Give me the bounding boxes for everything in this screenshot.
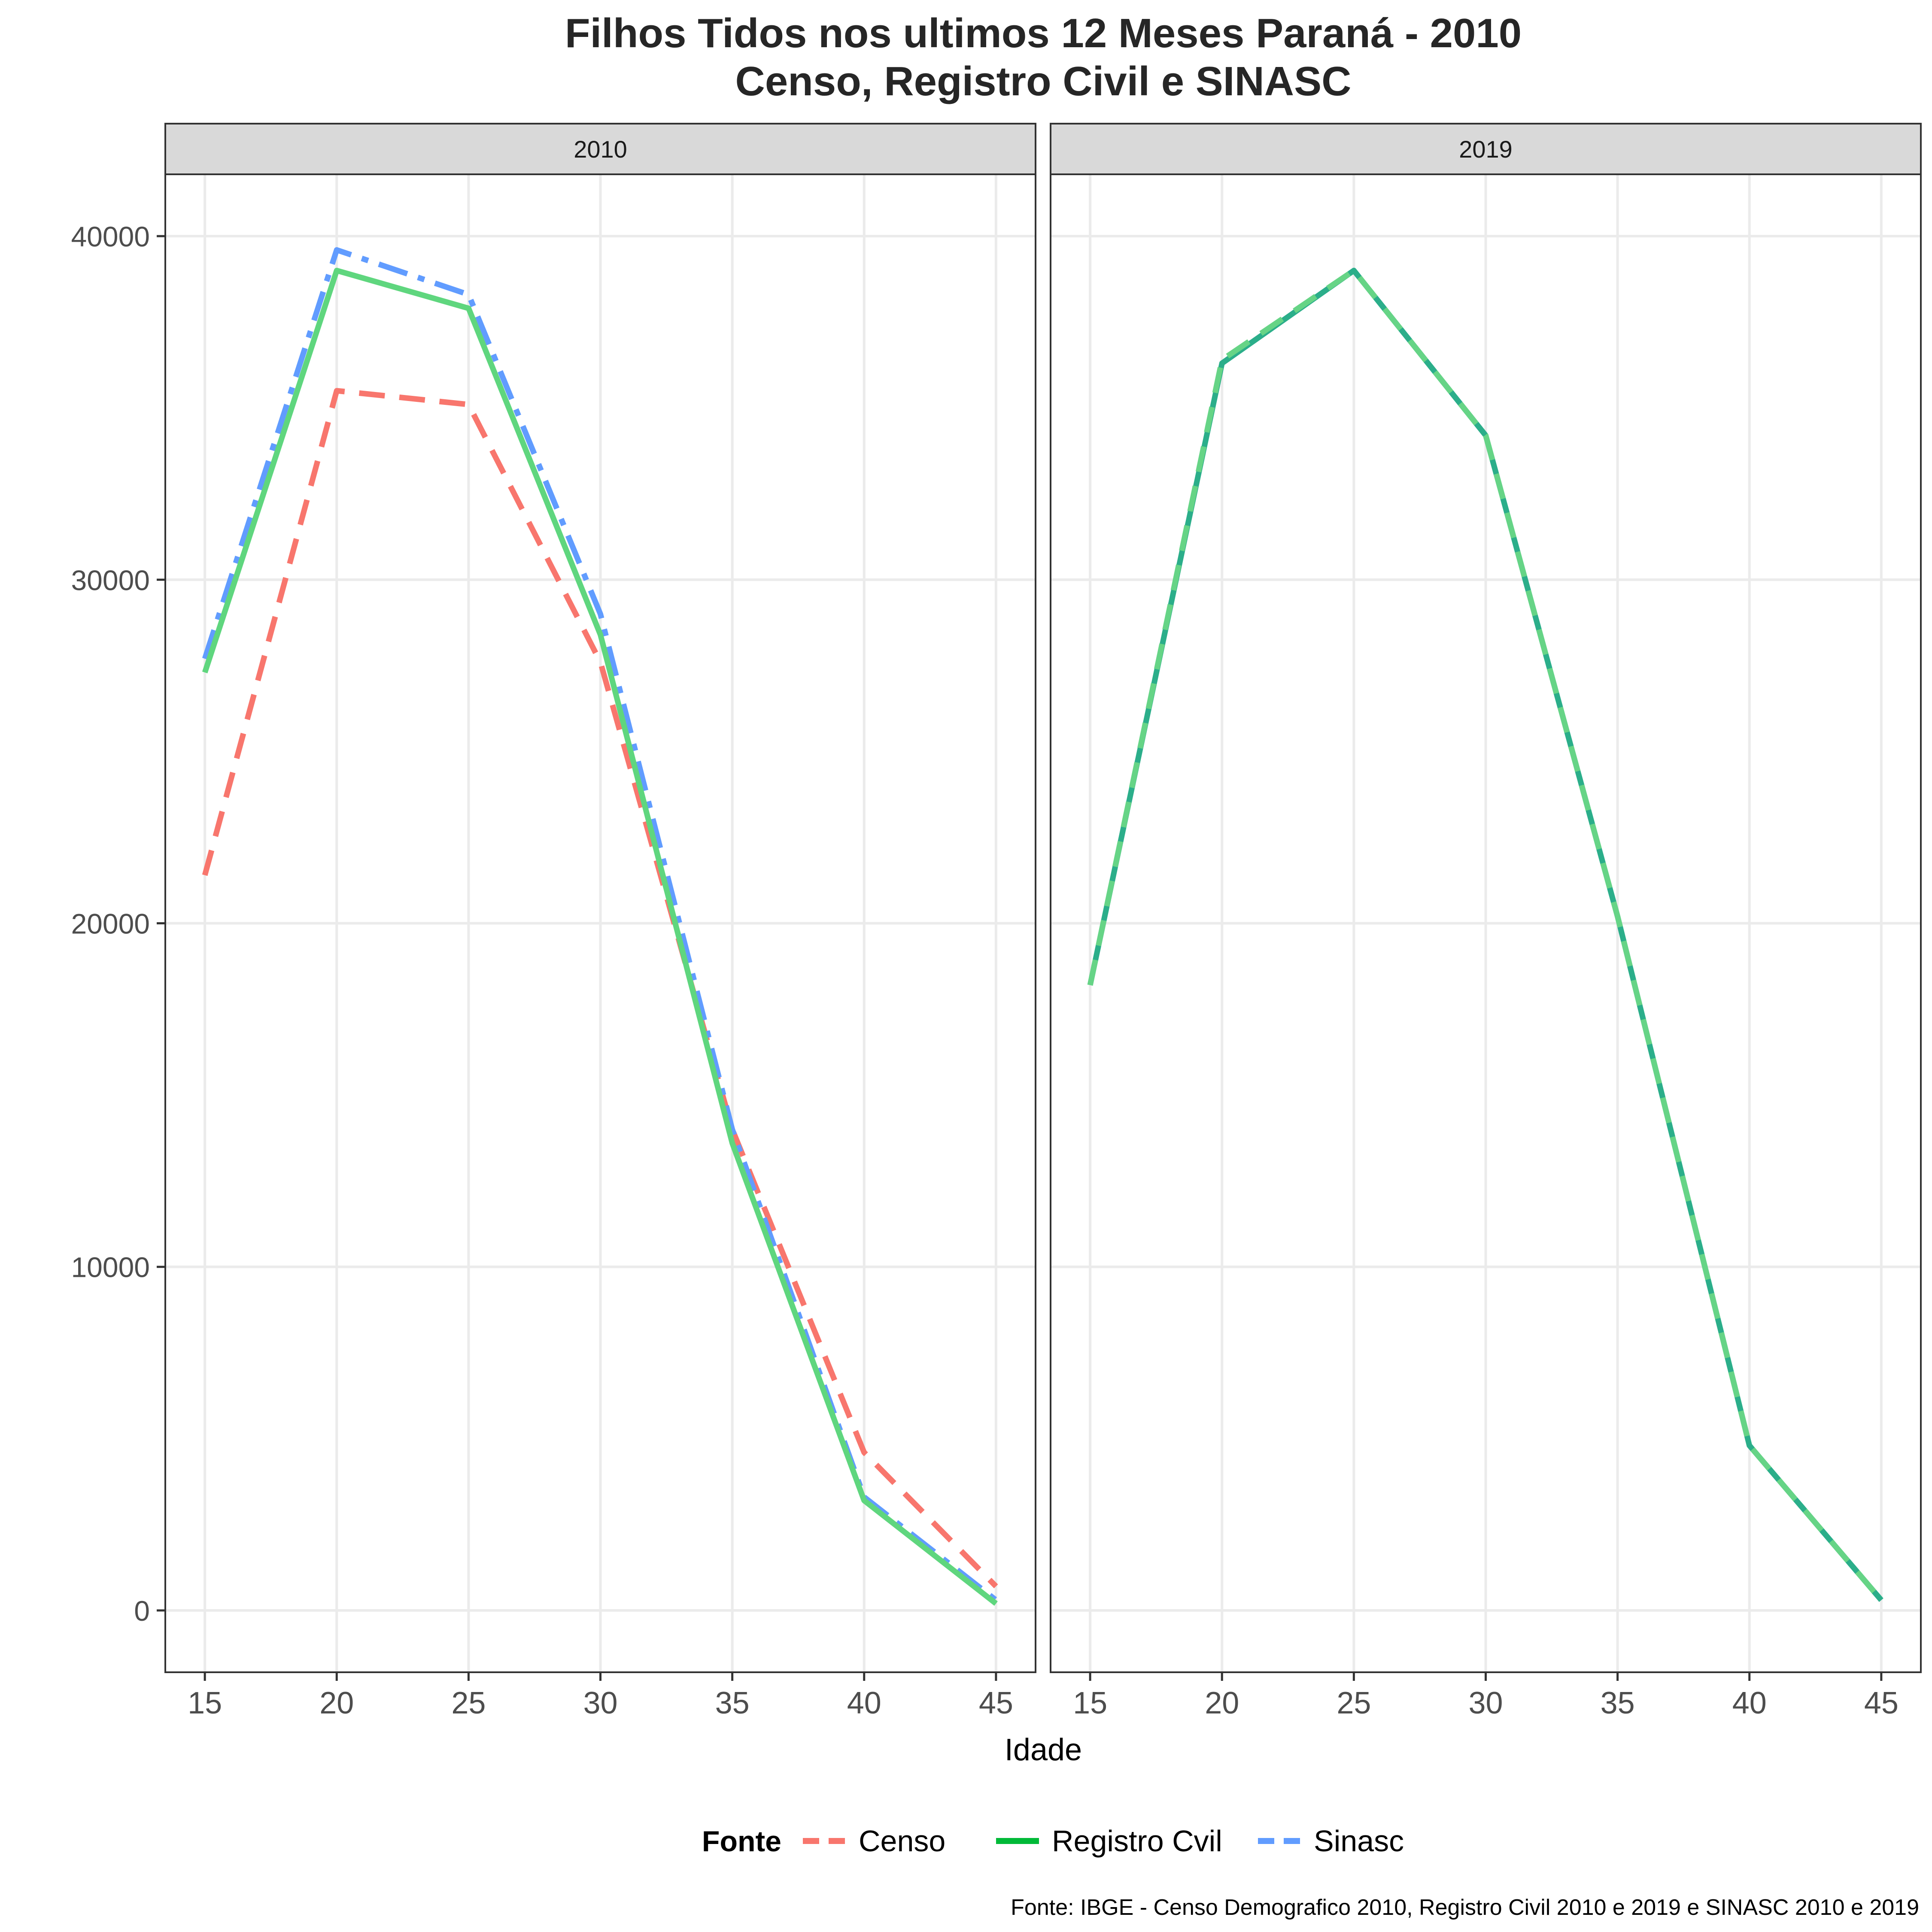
x-axes: 15 20 25 30 35 40 45 15 20 25 30 35 40 45: [188, 1672, 1899, 1720]
chart-title-line1: Filhos Tidos nos ultimos 12 Meses Paraná…: [565, 10, 1522, 56]
series-lines: [1087, 267, 1883, 1602]
legend-label: Registro Cvil: [1052, 1824, 1222, 1858]
legend-item-sinasc: Sinasc: [1258, 1824, 1404, 1858]
x-tick-label: 40: [847, 1686, 881, 1720]
legend-title: Fonte: [702, 1825, 781, 1858]
panel-2019: 2019: [1050, 123, 1922, 1673]
series-line-registro-cvil: [1087, 267, 1883, 1602]
x-tick-label: 15: [188, 1686, 222, 1720]
y-axis: 0 10000 20000 30000 40000: [71, 221, 165, 1627]
x-tick-label: 25: [1337, 1686, 1371, 1720]
series-line-registro-cvil: [202, 267, 998, 1606]
x-tick-label: 30: [583, 1686, 617, 1720]
x-tick-label: 45: [979, 1686, 1013, 1720]
x-axis-title: Idade: [1005, 1733, 1082, 1767]
x-tick-label: 25: [451, 1686, 486, 1720]
facet-strip-label: 2010: [574, 136, 627, 163]
legend-item-censo: Censo: [803, 1824, 945, 1858]
chart-title-line2: Censo, Registro Civil e SINASC: [735, 58, 1352, 104]
y-tick-label: 20000: [71, 908, 150, 940]
y-tick-label: 30000: [71, 564, 150, 596]
x-axis-2019: 15 20 25 30 35 40 45: [1073, 1672, 1899, 1720]
gridlines: [1051, 174, 1921, 1672]
gridlines: [165, 174, 1036, 1672]
facet-strip: [1050, 123, 1922, 175]
panel-2010: 2010: [164, 123, 1036, 1673]
y-tick-label: 10000: [71, 1252, 150, 1283]
x-tick-label: 20: [319, 1686, 354, 1720]
legend-label: Sinasc: [1314, 1824, 1404, 1858]
y-tick-label: 0: [134, 1595, 150, 1627]
facet-strip: [164, 123, 1036, 175]
facet-strip-label: 2019: [1459, 136, 1513, 163]
chart-caption: Fonte: IBGE - Censo Demografico 2010, Re…: [1011, 1895, 1919, 1920]
series-lines: [202, 247, 998, 1606]
y-tick-label: 40000: [71, 221, 150, 252]
legend-label: Censo: [859, 1824, 945, 1858]
x-tick-label: 35: [715, 1686, 750, 1720]
series-line-censo: [202, 388, 998, 1589]
facet-panels: 2010 2019: [164, 123, 1922, 1673]
legend-item-registro-cvil: Registro Cvil: [996, 1824, 1222, 1858]
x-tick-label: 45: [1864, 1686, 1899, 1720]
x-tick-label: 15: [1073, 1686, 1107, 1720]
x-tick-label: 20: [1205, 1686, 1239, 1720]
x-axis-2010: 15 20 25 30 35 40 45: [188, 1672, 1013, 1720]
x-tick-label: 30: [1468, 1686, 1503, 1720]
legend: Fonte Censo Registro Cvil Sinasc: [702, 1824, 1404, 1858]
x-tick-label: 40: [1732, 1686, 1767, 1720]
x-tick-label: 35: [1601, 1686, 1635, 1720]
